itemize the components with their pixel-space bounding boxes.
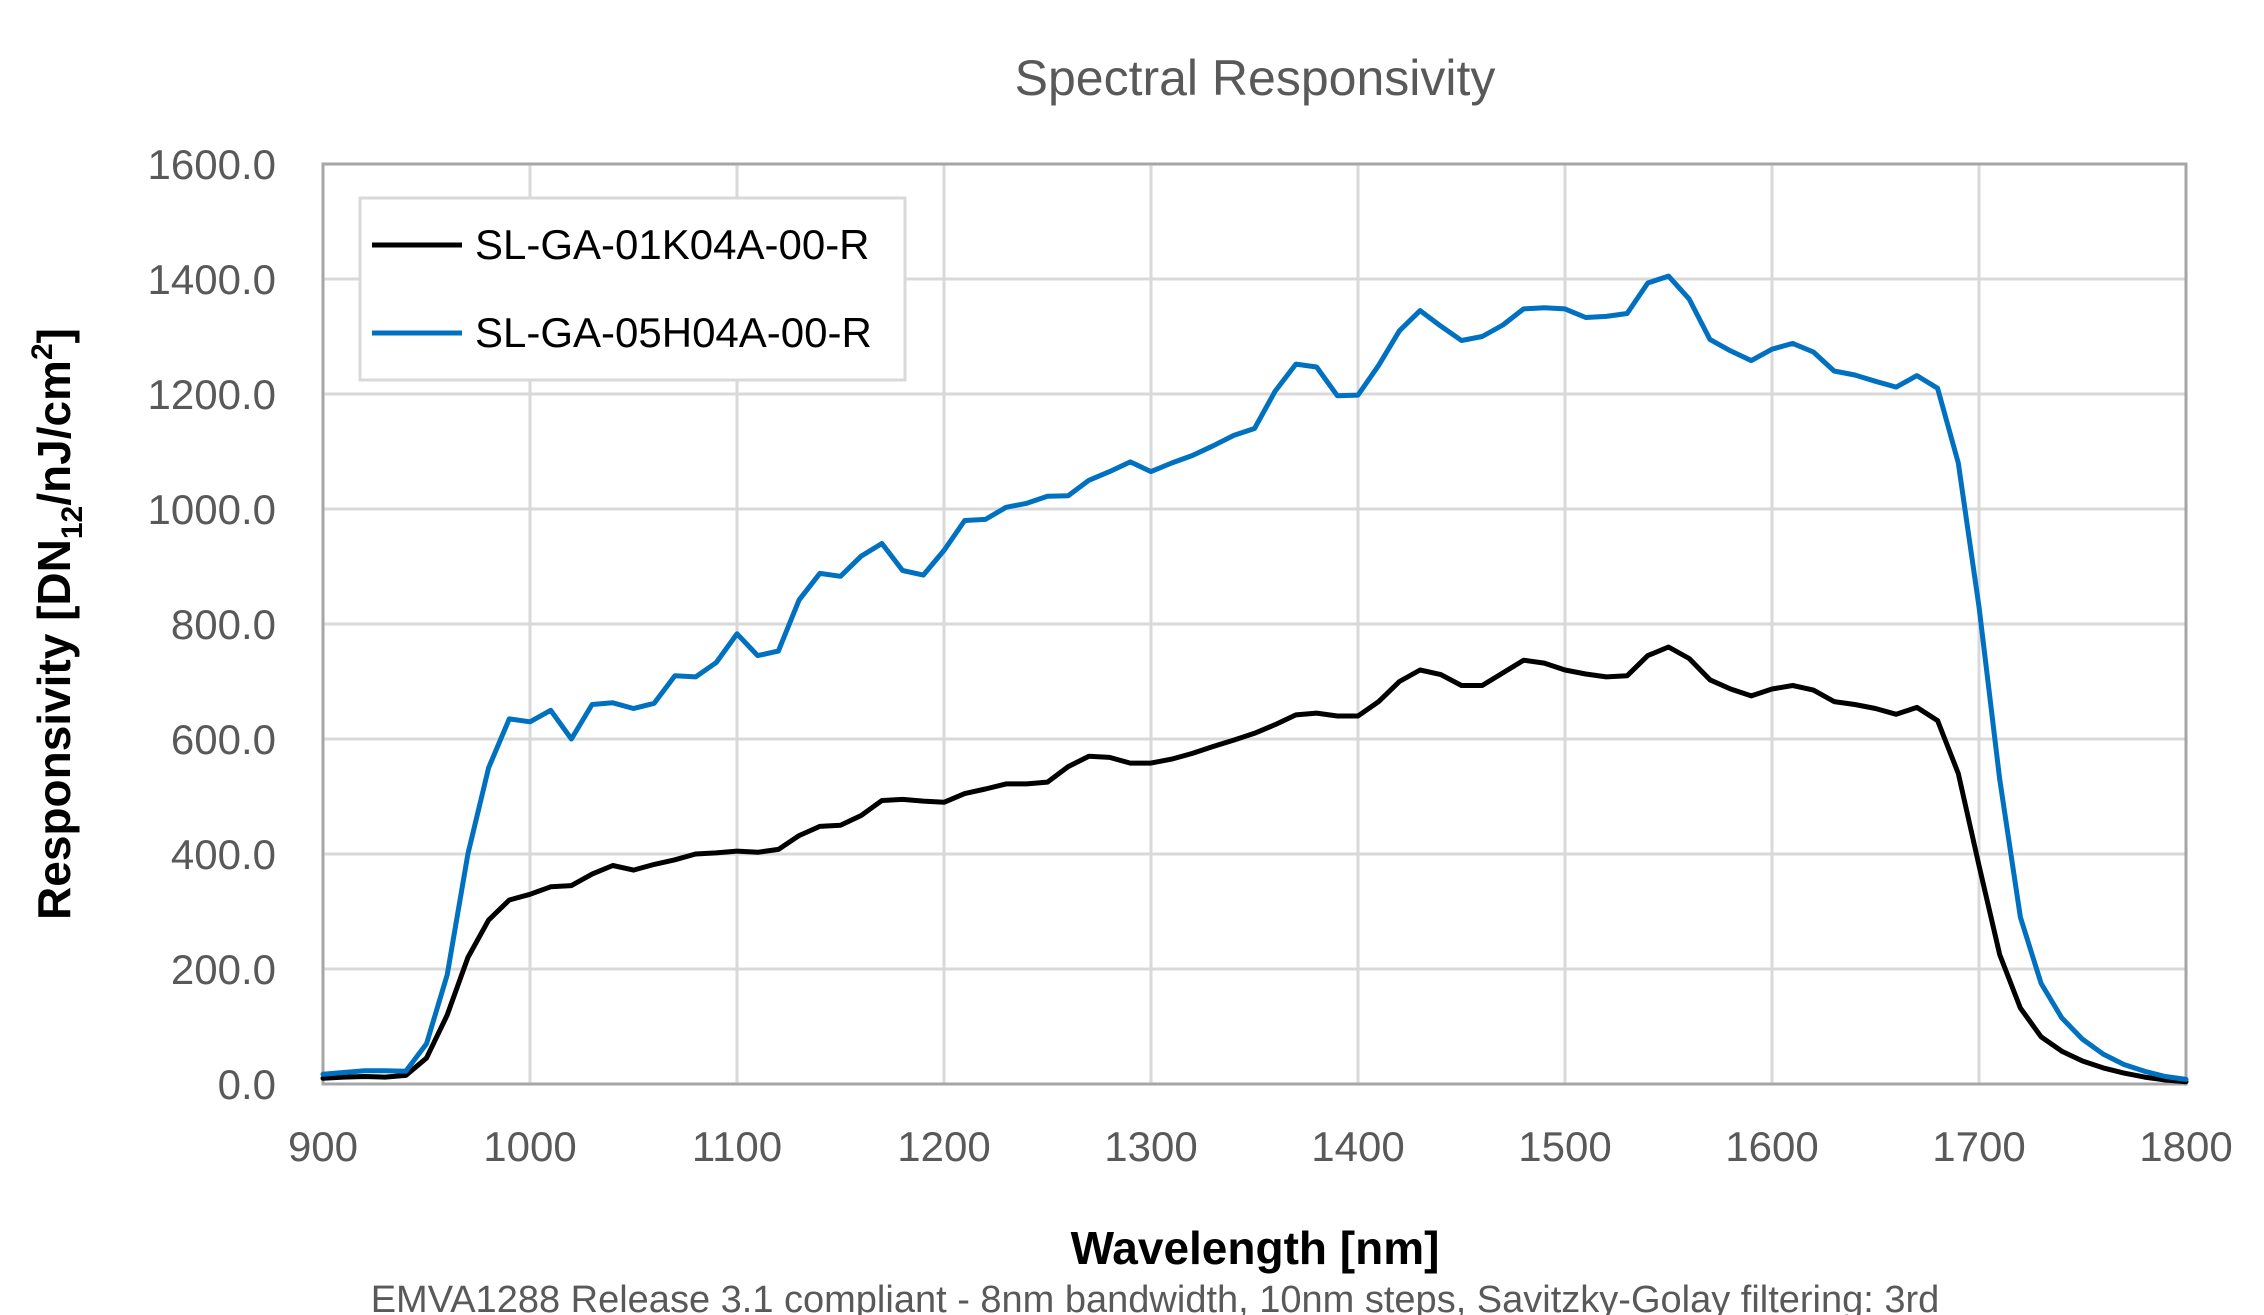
x-tick-label: 1500	[1518, 1123, 1611, 1170]
x-tick-label: 1800	[2139, 1123, 2232, 1170]
legend: SL-GA-01K04A-00-R SL-GA-05H04A-00-R	[358, 196, 907, 382]
x-tick-label: 1600	[1725, 1123, 1818, 1170]
y-axis-title-part-1: Responsivity [DN	[28, 539, 80, 920]
y-tick-label: 1200.0	[148, 371, 276, 418]
y-axis-title: Responsivity [DN12/nJ/cm2]	[26, 328, 89, 920]
series-lines	[320, 273, 2189, 1085]
series-line-2	[320, 273, 2189, 1082]
y-axis-title-part-2: /nJ/cm	[28, 360, 80, 506]
x-axis-title: Wavelength [nm]	[1071, 1222, 1440, 1274]
y-tick-label: 800.0	[171, 601, 276, 648]
y-tick-label: 1000.0	[148, 486, 276, 533]
x-tick-label: 1700	[1932, 1123, 2025, 1170]
y-axis-title-part-3: ]	[28, 328, 80, 343]
y-tick-label: 200.0	[171, 946, 276, 993]
chart-footnote: EMVA1288 Release 3.1 compliant - 8nm ban…	[371, 1279, 1940, 1315]
x-tick-label: 1000	[483, 1123, 576, 1170]
y-axis-title-superscript: 2	[26, 343, 59, 360]
y-tick-label: 0.0	[218, 1061, 276, 1108]
chart-title: Spectral Responsivity	[1015, 50, 1496, 106]
tick-labels: 900 1000 1100 1200 1300 1400 1500 1600 1700 1800 0…	[148, 141, 2233, 1170]
x-tick-label: 1300	[1104, 1123, 1197, 1170]
x-tick-label: 1100	[692, 1123, 782, 1170]
y-axis-title-subscript: 12	[56, 506, 89, 539]
grid-lines	[323, 164, 2186, 1084]
y-tick-label: 400.0	[171, 831, 276, 878]
x-tick-label: 1400	[1311, 1123, 1404, 1170]
y-tick-label: 600.0	[171, 716, 276, 763]
y-tick-label: 1400.0	[148, 256, 276, 303]
legend-box	[358, 196, 907, 382]
y-tick-label: 1600.0	[148, 141, 276, 188]
x-tick-label: 900	[288, 1123, 358, 1170]
legend-label-series-1: SL-GA-01K04A-00-R	[475, 221, 870, 268]
legend-label-series-2: SL-GA-05H04A-00-R	[475, 309, 872, 356]
series-line-1	[320, 644, 2189, 1085]
x-tick-label: 1200	[897, 1123, 990, 1170]
plot-area-frame	[321, 162, 2188, 1086]
